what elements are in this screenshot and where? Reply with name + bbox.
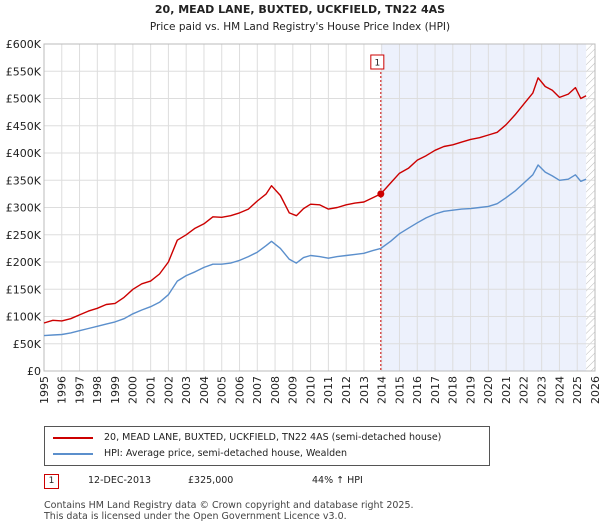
property-price-line [43, 77, 587, 324]
price-chart: 20, MEAD LANE, BUXTED, UCKFIELD, TN22 4A… [6, 3, 600, 404]
x-tick-label: 2013 [358, 376, 371, 404]
x-tick-label: 2017 [429, 376, 442, 404]
x-tick-label: 1996 [56, 376, 69, 404]
y-tick-label: £100K [6, 311, 42, 324]
x-tick-label: 2019 [464, 376, 477, 404]
x-tick-label: 2015 [393, 376, 406, 404]
x-tick-label: 1999 [109, 376, 122, 404]
chart-legend: 20, MEAD LANE, BUXTED, UCKFIELD, TN22 4A… [44, 426, 490, 466]
legend-item-hpi: HPI: Average price, semi-detached house,… [53, 448, 347, 459]
annotation-row-hpi-change: 44% ↑ HPI [312, 475, 363, 486]
x-tick-label: 2025 [571, 376, 584, 404]
chart-title: 20, MEAD LANE, BUXTED, UCKFIELD, TN22 4A… [155, 3, 445, 16]
x-tick-label: 2014 [376, 376, 389, 404]
y-tick-label: £200K [6, 256, 42, 269]
x-tick-label: 2023 [536, 376, 549, 404]
x-tick-label: 2003 [180, 376, 193, 404]
x-tick-label: 2007 [251, 376, 264, 404]
x-tick-label: 2022 [518, 376, 531, 404]
x-tick-label: 2008 [269, 376, 282, 404]
y-tick-label: £0 [27, 365, 41, 378]
legend-label-property: 20, MEAD LANE, BUXTED, UCKFIELD, TN22 4A… [104, 432, 442, 443]
x-tick-label: 2009 [287, 376, 300, 404]
hpi-line [43, 164, 587, 337]
footer: Contains HM Land Registry data © Crown c… [44, 500, 414, 522]
legend-label-hpi: HPI: Average price, semi-detached house,… [104, 448, 348, 459]
x-tick-label: 2024 [553, 376, 566, 404]
y-tick-label: £550K [6, 65, 42, 78]
y-tick-label: £50K [13, 338, 42, 351]
y-tick-label: £350K [6, 174, 42, 187]
plot-frame [43, 43, 596, 372]
x-tick-label: 2020 [482, 376, 495, 404]
x-tick-label: 2004 [198, 376, 211, 404]
y-tick-label: £300K [6, 202, 42, 215]
annotation-row-price: £325,000 [188, 475, 234, 486]
x-tick-label: 2016 [411, 376, 424, 404]
legend-swatch-hpi [53, 452, 93, 455]
legend-item-property: 20, MEAD LANE, BUXTED, UCKFIELD, TN22 4A… [53, 432, 441, 443]
chart-subtitle: Price paid vs. HM Land Registry's House … [150, 21, 450, 33]
legend-swatch-property [53, 436, 93, 439]
y-tick-label: £400K [6, 147, 42, 160]
x-tick-label: 2011 [322, 376, 335, 404]
footer-line-1: Contains HM Land Registry data © Crown c… [44, 500, 414, 511]
x-tick-label: 2018 [447, 376, 460, 404]
x-tick-label: 2021 [500, 376, 513, 404]
x-tick-label: 2002 [162, 376, 175, 404]
x-tick-label: 2012 [340, 376, 353, 404]
sale-point [377, 190, 385, 198]
x-tick-label: 2000 [127, 376, 140, 404]
y-tick-label: £150K [6, 283, 42, 296]
y-tick-label: £250K [6, 229, 42, 242]
x-tick-label: 2010 [304, 376, 317, 404]
annotation-row-number: 1 [44, 474, 59, 489]
y-tick-label: £450K [6, 120, 42, 133]
annotation-row-date: 12-DEC-2013 [88, 475, 152, 486]
annotation-label-box [370, 54, 385, 70]
x-tick-label: 2001 [144, 376, 157, 404]
y-tick-label: £600K [6, 38, 42, 51]
x-tick-label: 1995 [38, 376, 51, 404]
annotation-label: 1 [374, 59, 380, 69]
y-tick-label: £500K [6, 93, 42, 106]
x-tick-label: 2026 [589, 376, 600, 404]
x-tick-label: 2006 [233, 376, 246, 404]
x-tick-label: 1997 [73, 376, 86, 404]
x-tick-label: 2005 [216, 376, 229, 404]
x-tick-label: 1998 [91, 376, 104, 404]
footer-line-2: This data is licensed under the Open Gov… [44, 511, 347, 522]
